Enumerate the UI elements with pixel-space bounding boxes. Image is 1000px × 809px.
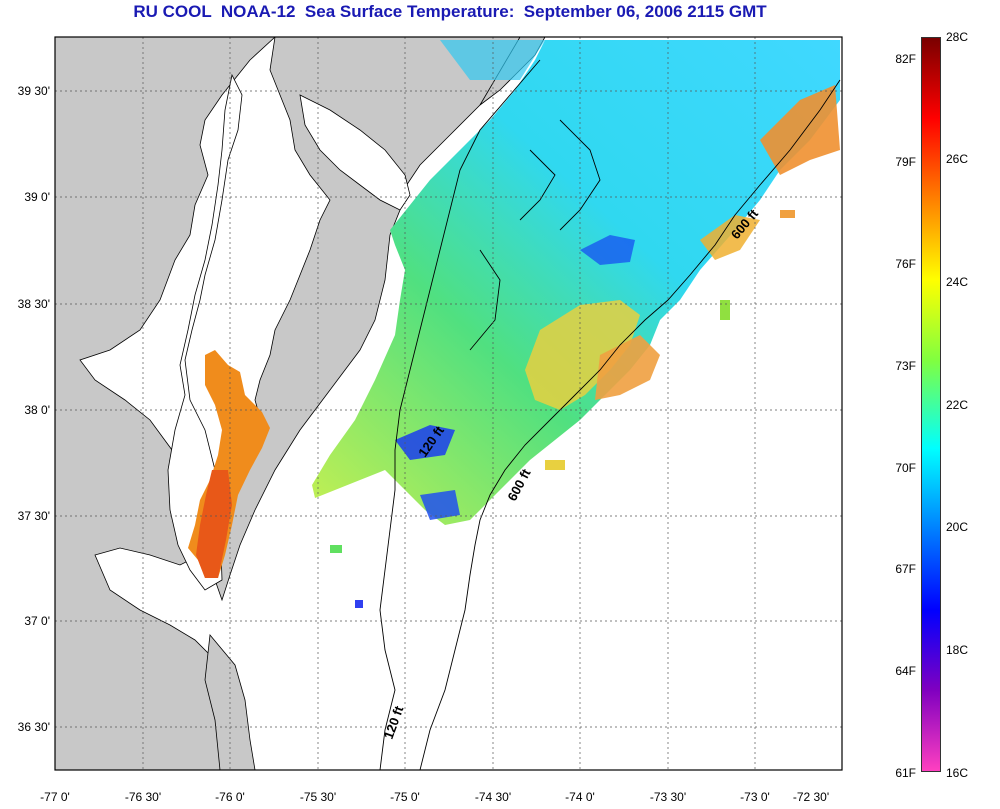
lat-label: 37 0' — [24, 614, 50, 628]
lon-label: -76 30' — [124, 790, 162, 804]
colorbar-f-label: 82F — [895, 52, 916, 66]
colorbar-c-label: 24C — [946, 275, 969, 289]
colorbar-f-label: 64F — [895, 664, 916, 678]
colorbar-c-label: 28C — [946, 30, 969, 44]
map-title: RU COOL NOAA-12 Sea Surface Temperature:… — [133, 2, 767, 21]
colorbar-f-label: 79F — [895, 155, 916, 169]
lon-label: -73 0' — [740, 790, 770, 804]
colorbar-c-label: 18C — [946, 643, 969, 657]
colorbar-c-label: 20C — [946, 520, 969, 534]
lon-label: -77 0' — [40, 790, 70, 804]
lat-label: 38 0' — [24, 403, 50, 417]
bay-warmest-sst — [196, 470, 232, 578]
colorbar-c-label: 26C — [946, 152, 969, 166]
lat-label: 36 30' — [17, 720, 50, 734]
colorbar-f-label: 67F — [895, 562, 916, 576]
delaware-bay — [299, 94, 411, 211]
lat-label: 39 30' — [17, 84, 50, 98]
lon-label: -73 30' — [649, 790, 687, 804]
lon-label: -72 30' — [792, 790, 830, 804]
colorbar-f-label: 76F — [895, 257, 916, 271]
lon-label: -74 30' — [474, 790, 512, 804]
temperature-colorbar — [921, 37, 941, 772]
colorbar-f-label: 73F — [895, 359, 916, 373]
lon-label: -74 0' — [565, 790, 595, 804]
colorbar-f-label: 61F — [895, 766, 916, 780]
lat-label: 38 30' — [17, 297, 50, 311]
lat-label: 37 30' — [17, 509, 50, 523]
colorbar-f-label: 70F — [895, 461, 916, 475]
contour-600ft — [419, 79, 841, 771]
colorbar-c-label: 16C — [946, 766, 969, 780]
lon-label: -75 0' — [390, 790, 420, 804]
colorbar-c-label: 22C — [946, 398, 969, 412]
lon-label: -76 0' — [215, 790, 245, 804]
lon-label: -75 30' — [299, 790, 337, 804]
chesapeake-bay — [167, 73, 243, 591]
lat-label: 39 0' — [24, 190, 50, 204]
ocean-sst-field — [312, 40, 840, 608]
